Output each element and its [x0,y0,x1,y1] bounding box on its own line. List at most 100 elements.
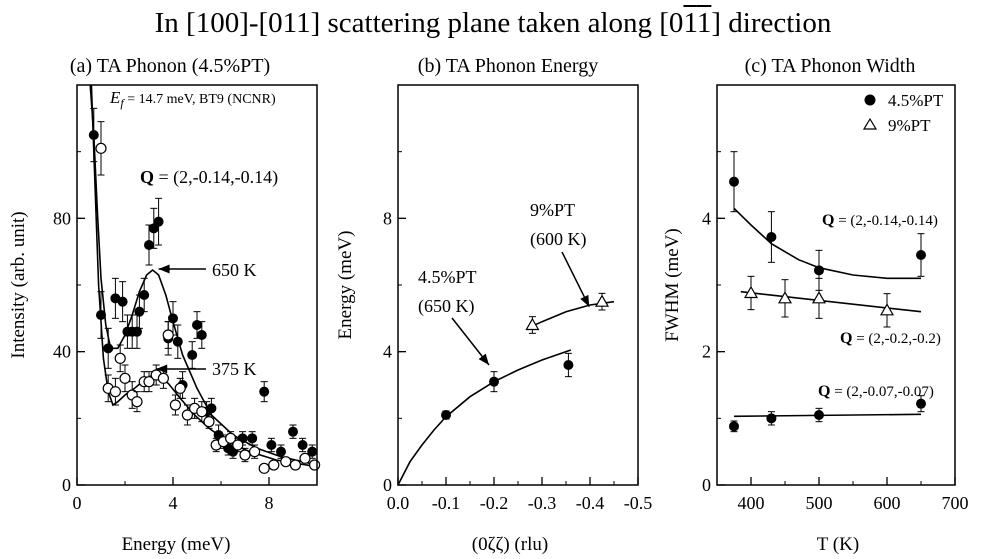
label-9pt: 9%PT [530,200,575,220]
data-point-filled [88,130,99,140]
data-point-filled [916,398,926,409]
data-point-triangle [811,291,827,304]
x-tick-label: 500 [806,493,833,513]
y-tick-label: 4 [702,208,711,228]
data-point-filled [814,410,824,420]
data-point-filled [441,410,451,420]
y-tick-label: 40 [53,342,71,362]
figure-title: In [100]-[011] scattering plane taken al… [154,7,832,39]
data-point-filled [168,313,178,324]
x-tick-label: -0.5 [624,493,653,513]
data-point-filled [247,433,258,444]
data-point-open [280,456,292,468]
y-tick-label: 8 [383,208,392,228]
x-tick-label: -0.4 [576,493,605,513]
panel-c-data [729,151,926,433]
q-vector-label-c2: Q = (2,-0.2,-0.2) [840,330,941,347]
data-point-filled [139,290,150,300]
data-point-open [268,459,280,471]
data-point-open [157,372,169,384]
panel-c-frame [716,84,956,486]
data-point-filled [172,336,183,347]
data-point-filled [134,306,145,317]
fit-curve [733,413,922,418]
data-point-filled [297,440,308,450]
data-point-open [143,376,155,388]
fit-curve [740,290,922,313]
fit-curve [733,207,921,280]
data-point-filled [103,343,114,354]
data-point-open [174,382,186,394]
panel-a-ylabel: Intensity (arb. unit) [8,211,29,358]
overbar-digit-2: 1 [696,7,712,39]
legend: 4.5%PT 9%PT [862,91,944,135]
arrow-9pt-head [580,294,590,307]
data-point-open [196,406,208,418]
temperature-label-375k: 375 K [212,359,257,379]
data-point-filled [766,232,777,242]
x-tick-label: -0.2 [480,493,509,513]
data-point-filled [489,376,499,387]
data-point-filled [814,265,824,276]
data-point-filled [563,360,574,370]
data-point-open [249,446,261,458]
data-point-open [119,372,131,384]
x-tick-label: 700 [942,493,969,513]
legend-label-9pt: 9%PT [888,116,931,135]
q-vector-label-c3: Q = (2,-0.07,-0.07) [818,383,934,400]
legend-label-4p5pt: 4.5%PT [888,91,944,110]
legend-marker-9pt [862,117,878,130]
data-point-filled [132,326,142,337]
y-tick-label: 4 [383,342,392,362]
x-tick-label: 400 [738,493,765,513]
x-tick-label: 4 [169,493,178,513]
label-4p5pt: 4.5%PT [418,267,477,287]
x-tick-label: 0.0 [387,493,410,513]
data-point-triangle [525,317,540,331]
q-vector-label-a: Q = (2,-0.14,-0.14) [140,167,278,188]
x-tick-label: -0.3 [528,493,557,513]
data-point-open [162,329,174,341]
legend-marker-4p5pt [864,94,876,106]
panel-a-xlabel: Energy (meV) [122,534,231,555]
data-point-open [95,142,107,154]
data-point-filled [144,240,154,250]
data-point-open [232,439,244,451]
panel-b: (b) TA Phonon Energy 0.0 -0.1 -0.2 -0.3 -0.4… [335,55,652,555]
x-tick-label: 8 [265,493,274,513]
panel-b-title: (b) TA Phonon Energy [418,55,598,77]
overbar-digit-1: 1 [683,7,697,39]
y-tick-label: 80 [53,208,71,228]
panel-c-title: (c) TA Phonon Width [745,55,916,77]
x-tick-label: 0 [73,493,82,513]
data-point-open [258,462,270,474]
arrow-4p5pt-head [478,353,489,365]
arrow-375k-head [156,364,168,374]
panel-b-ylabel: Energy (meV) [335,231,356,340]
y-tick-label: 0 [702,475,711,495]
data-point-filled [206,403,217,414]
data-point-filled [196,330,207,340]
data-point-filled [916,250,926,260]
y-tick-label: 0 [62,475,71,495]
data-point-filled [276,446,286,457]
data-point-open [239,449,251,461]
fit-curve [397,349,572,486]
data-point-triangle [879,303,895,316]
arrow-650k-head [158,264,170,274]
panel-a-frame [76,84,318,486]
panel-c: (c) TA Phonon Width 400 500 600 700 0 2 4 T (K… [662,55,969,555]
data-point-filled [729,421,739,432]
data-point-open [109,386,122,398]
instrument-label: Ef = 14.7 meV, BT9 (NCNR) [109,88,276,110]
data-point-triangle [777,291,793,304]
data-point-triangle [743,285,759,299]
label-600k: (600 K) [530,229,587,250]
data-point-filled [288,426,298,437]
data-point-open [289,459,301,471]
panel-a-data [88,84,321,474]
panel-b-arrows [451,251,590,366]
